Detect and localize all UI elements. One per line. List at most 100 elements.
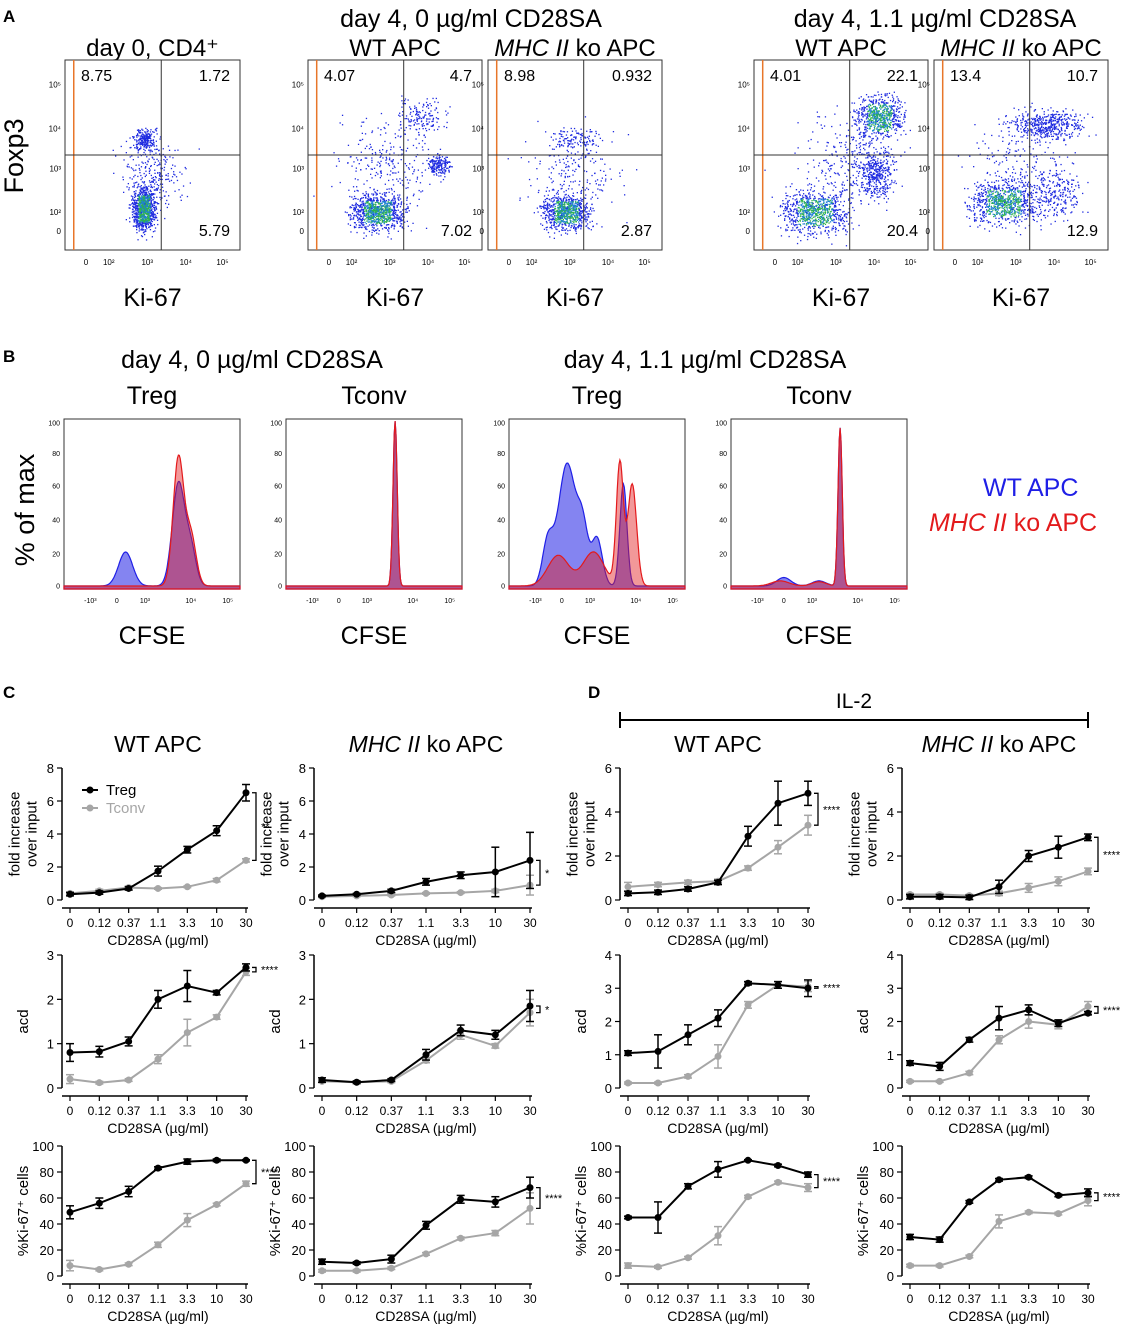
event-dot xyxy=(605,178,607,180)
event-dot xyxy=(133,136,135,138)
event-dot xyxy=(390,160,392,162)
event-dot xyxy=(800,204,802,207)
event-dot xyxy=(380,207,382,209)
event-dot xyxy=(548,155,551,157)
event-dot xyxy=(381,218,383,220)
event-dot xyxy=(389,205,391,207)
event-dot xyxy=(185,168,187,170)
event-dot xyxy=(141,202,143,205)
event-dot xyxy=(802,205,804,207)
event-dot xyxy=(822,199,824,201)
event-dot xyxy=(557,202,559,204)
event-dot xyxy=(794,199,796,201)
event-dot xyxy=(367,210,369,213)
event-dot xyxy=(549,215,551,217)
event-dot xyxy=(816,219,818,222)
event-dot xyxy=(556,219,559,221)
event-dot xyxy=(373,224,375,227)
event-dot xyxy=(155,217,157,219)
event-dot xyxy=(568,196,570,198)
event-dot xyxy=(145,197,147,199)
event-dot xyxy=(140,143,142,145)
event-dot xyxy=(882,138,884,140)
event-dot xyxy=(570,146,572,148)
event-dot xyxy=(400,217,402,219)
event-dot xyxy=(566,208,568,211)
event-dot xyxy=(821,218,823,220)
event-dot xyxy=(576,212,578,215)
event-dot xyxy=(569,221,572,223)
event-dot xyxy=(353,225,356,228)
event-dot xyxy=(374,202,377,204)
event-dot xyxy=(364,194,366,196)
event-dot xyxy=(545,204,547,207)
event-dot xyxy=(143,215,145,218)
event-dot xyxy=(573,207,575,209)
event-dot xyxy=(806,219,808,221)
event-dot xyxy=(156,189,158,191)
event-dot xyxy=(561,207,563,209)
event-dot xyxy=(835,196,837,199)
event-dot xyxy=(365,168,367,170)
event-dot xyxy=(568,217,570,219)
event-dot xyxy=(441,163,443,165)
event-dot xyxy=(140,200,143,203)
event-dot xyxy=(548,216,550,218)
event-dot xyxy=(591,158,594,160)
event-dot xyxy=(137,194,139,197)
event-dot xyxy=(812,216,814,218)
event-dot xyxy=(379,192,381,194)
event-dot xyxy=(139,211,141,213)
event-dot xyxy=(389,217,391,220)
event-dot xyxy=(536,178,538,180)
event-dot xyxy=(141,144,144,146)
event-dot xyxy=(421,140,424,142)
event-dot xyxy=(564,229,566,231)
event-dot xyxy=(571,216,573,218)
event-dot xyxy=(554,226,556,228)
event-dot xyxy=(355,224,357,226)
event-dot xyxy=(386,209,388,212)
event-dot xyxy=(432,160,435,162)
event-dot xyxy=(563,162,565,164)
event-dot xyxy=(572,203,574,205)
event-dot xyxy=(143,135,145,137)
event-dot xyxy=(140,200,142,202)
event-dot xyxy=(835,209,837,211)
event-dot xyxy=(566,155,569,157)
event-dot xyxy=(818,203,820,206)
event-dot xyxy=(568,185,570,187)
event-dot xyxy=(170,179,173,182)
event-dot xyxy=(133,217,136,219)
event-dot xyxy=(353,207,355,209)
event-dot xyxy=(551,224,553,226)
event-dot xyxy=(150,199,152,202)
event-dot xyxy=(570,208,572,210)
event-dot xyxy=(349,219,351,221)
event-dot xyxy=(585,216,587,218)
event-dot xyxy=(156,187,158,190)
event-dot xyxy=(379,164,382,166)
event-dot xyxy=(144,189,146,191)
event-dot xyxy=(144,138,147,140)
event-dot xyxy=(827,212,829,214)
event-dot xyxy=(564,176,566,179)
event-dot xyxy=(571,138,573,140)
event-dot xyxy=(137,208,139,210)
event-dot xyxy=(552,139,554,141)
event-dot xyxy=(137,213,139,215)
event-dot xyxy=(363,202,365,204)
event-dot xyxy=(351,165,353,167)
event-dot xyxy=(352,186,355,188)
event-dot xyxy=(405,211,407,213)
event-dot xyxy=(574,208,576,210)
event-dot xyxy=(375,192,377,194)
event-dot xyxy=(147,213,149,215)
event-dot xyxy=(860,96,862,98)
event-dot xyxy=(380,197,382,199)
event-dot xyxy=(142,187,144,189)
event-dot xyxy=(541,224,544,226)
event-dot xyxy=(805,224,808,226)
event-dot xyxy=(411,166,414,168)
event-dot xyxy=(549,221,551,223)
